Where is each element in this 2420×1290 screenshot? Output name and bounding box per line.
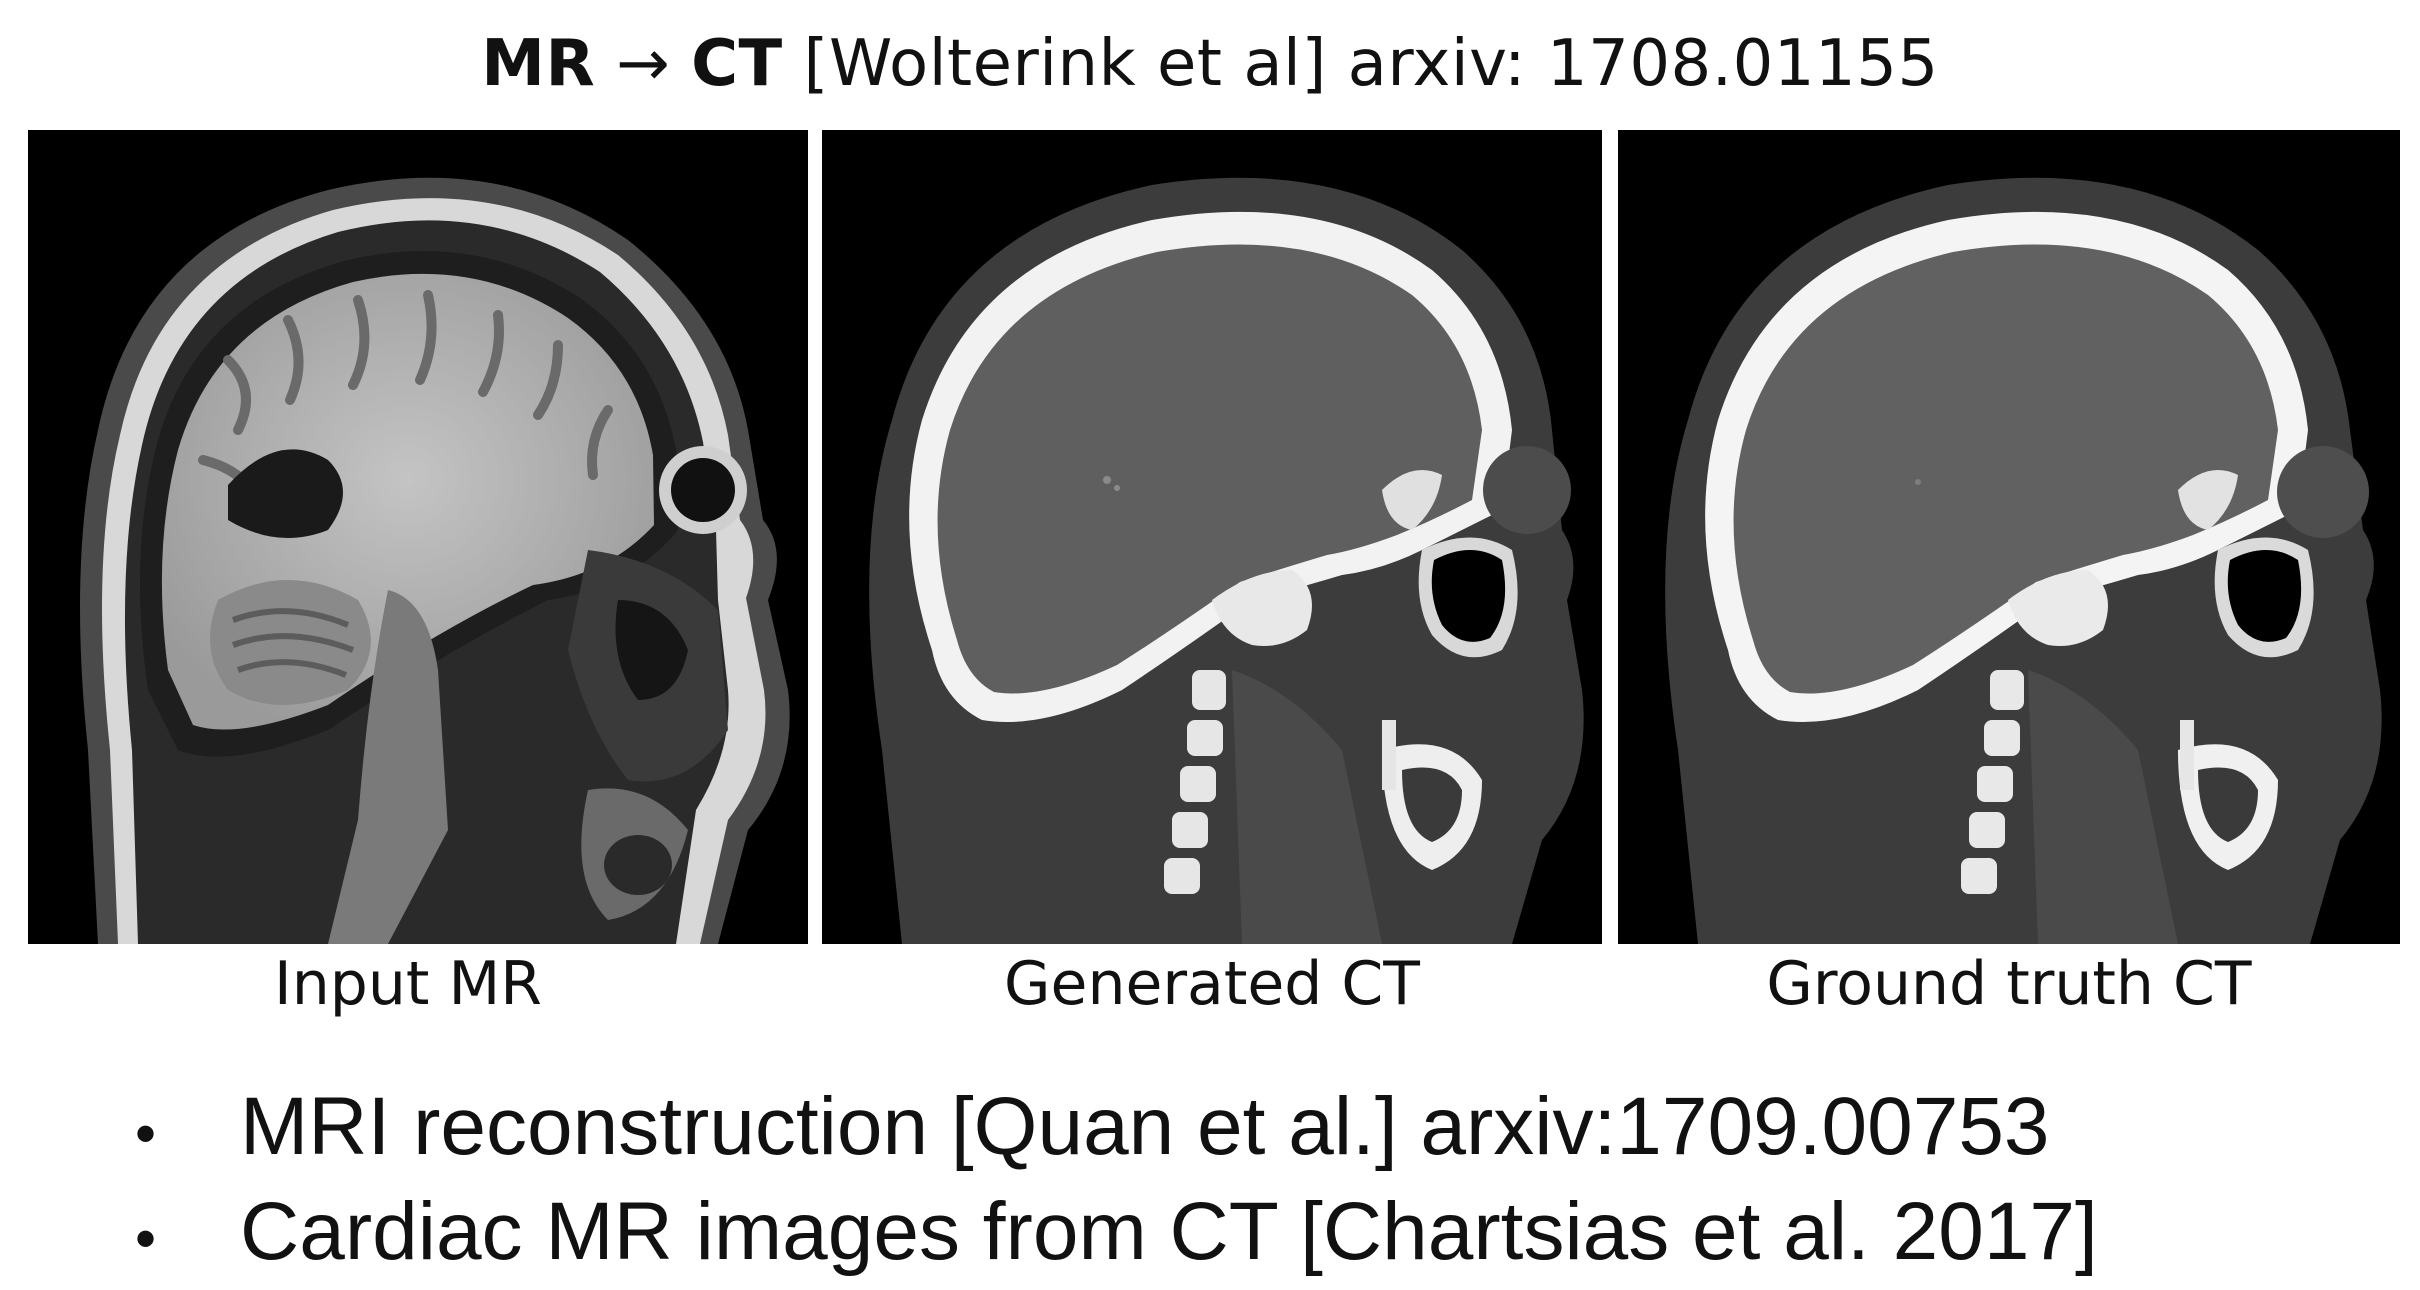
bullet-text-mri-reconstruction: MRI reconstruction [Quan et al.] arxiv:1… <box>240 1081 2050 1172</box>
caption-input-mr: Input MR <box>274 949 542 1019</box>
generated-ct-head-illustration <box>869 177 1584 944</box>
bullet-list: • MRI reconstruction [Quan et al.] arxiv… <box>135 1078 2098 1288</box>
bullet-text-cardiac-mr: Cardiac MR images from CT [Chartsias et … <box>240 1186 2098 1277</box>
bullet-marker: • <box>135 1100 157 1167</box>
title-citation: [Wolterink et al] arxiv: 1708.01155 <box>803 27 1939 101</box>
title-source-modality: MR <box>481 27 596 101</box>
title-target-modality: CT <box>691 27 783 101</box>
slide-title: MR → CT [Wolterink et al] arxiv: 1708.01… <box>0 24 2420 104</box>
caption-ground-truth-ct: Ground truth CT <box>1766 949 2252 1019</box>
ground-truth-ct-head-illustration <box>1665 177 2382 944</box>
caption-generated-ct: Generated CT <box>1004 949 1420 1019</box>
title-arrow: → <box>616 27 671 101</box>
ground-truth-ct-image <box>1618 130 2400 944</box>
generated-ct-image <box>822 130 1602 944</box>
bullet-item: • MRI reconstruction [Quan et al.] arxiv… <box>135 1078 2098 1183</box>
bullet-marker: • <box>135 1205 157 1272</box>
bullet-item: • Cardiac MR images from CT [Chartsias e… <box>135 1183 2098 1288</box>
mri-head-illustration <box>80 177 790 944</box>
input-mr-image <box>28 130 808 944</box>
